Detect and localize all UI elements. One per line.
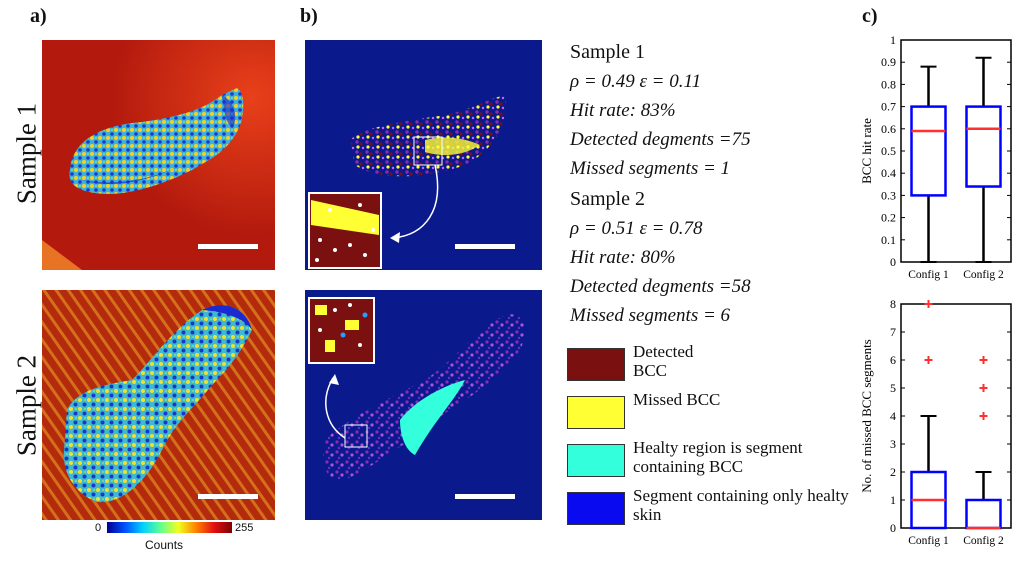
y-tick-label: 0.4: [881, 166, 896, 180]
colorbar-max: 255: [235, 522, 254, 534]
y-tick-label: 4: [890, 409, 896, 423]
sample-1-stats: Sample 1 ρ = 0.49 ε = 0.11 Hit rate: 83%…: [570, 38, 850, 183]
legend-swatch: [567, 396, 625, 429]
y-tick-label: 0.7: [881, 100, 896, 114]
category-label: Config 2: [963, 269, 1004, 281]
sample-1-stats-title: Sample 1: [570, 41, 645, 63]
sample-2-stats-title: Sample 2: [570, 188, 645, 210]
y-tick-label: 0.2: [881, 211, 896, 225]
y-tick-label: 1: [890, 493, 896, 507]
y-axis-label: No. of missed BCC segments: [859, 339, 874, 492]
panel-label-c: c): [862, 5, 878, 27]
colorbar-gradient: [107, 522, 232, 533]
category-label: Config 1: [908, 269, 949, 281]
y-tick-label: 6: [890, 353, 896, 367]
legend-item-missed: Missed BCC: [567, 390, 867, 438]
legend-swatch: [567, 348, 625, 381]
sample-2-stats: Sample 2 ρ = 0.51 ε = 0.78 Hit rate: 80%…: [570, 185, 850, 330]
scale-bar: [198, 494, 258, 499]
y-tick-label: 0.6: [881, 122, 896, 136]
legend-swatch: [567, 444, 625, 477]
scale-bar: [198, 244, 258, 249]
scale-bar: [455, 494, 515, 499]
y-axis-label: BCC hit rate: [859, 118, 874, 184]
row-label-sample-2: Sample 2: [11, 354, 42, 457]
y-tick-label: 5: [890, 381, 896, 395]
sample-2-hit-rate: Hit rate: 80%: [570, 247, 676, 268]
hit-rate-boxplot: 0 0.1 0.2 0.3 0.4 0.5 0.6 0.7 0.8 0.9 1 Config 1 Con…: [859, 33, 1012, 281]
category-label: Config 2: [963, 535, 1004, 547]
sample-2-missed: Missed segments = 6: [570, 305, 731, 326]
legend-label: Healty region is segment containing BCC: [633, 438, 803, 476]
y-tick-label: 8: [890, 297, 896, 311]
panel-label-a: a): [30, 5, 47, 27]
sample-2-detected: Detected degments =58: [570, 276, 751, 297]
y-tick-label: 0: [890, 521, 896, 535]
y-tick-label: 7: [890, 325, 896, 339]
y-tick-label: 0.1: [881, 233, 896, 247]
plot-frame: [900, 303, 1012, 529]
plot-frame: [900, 39, 1012, 263]
sample-2-segmentation-image: [305, 290, 542, 520]
sample-1-missed: Missed segments = 1: [570, 158, 731, 179]
category-label: Config 1: [908, 535, 949, 547]
colorbar: 0 255 Counts: [95, 522, 253, 562]
panel-label-b: b): [300, 5, 318, 27]
missed-segments-boxplot: 0 1 2 3 4 5 6 7 8 Config 1 Config 2 No. of missed B…: [859, 297, 1012, 547]
legend-label: Detected BCC: [633, 342, 694, 380]
sample-2-params: ρ = 0.51 ε = 0.78: [570, 218, 703, 239]
legend-item-healty-only: Segment containing only healty skin: [567, 486, 867, 534]
box: [910, 105, 947, 197]
sample-1-segmentation-image: [305, 40, 542, 270]
colorbar-min: 0: [95, 522, 102, 534]
sample-1-intensity-image: [42, 40, 275, 270]
sample-1-params: ρ = 0.49 ε = 0.11: [570, 71, 702, 92]
y-tick-label: 1: [890, 33, 896, 47]
y-tick-label: 3: [890, 437, 896, 451]
box: [965, 105, 1002, 188]
colorbar-label: Counts: [145, 538, 184, 552]
y-tick-label: 0.8: [881, 77, 896, 91]
sample-1-hit-rate: Hit rate: 83%: [570, 100, 676, 121]
sample-1-detected: Detected degments =75: [570, 129, 751, 150]
y-tick-label: 0.9: [881, 55, 896, 69]
box: [965, 498, 1002, 530]
y-tick-label: 0.3: [881, 188, 896, 202]
legend-item-healty-bcc: Healty region is segment containing BCC: [567, 438, 867, 486]
legend-label: Missed BCC: [633, 390, 721, 409]
y-tick-label: 2: [890, 465, 896, 479]
scale-bar: [455, 244, 515, 249]
legend-item-detected: Detected BCC: [567, 342, 867, 390]
sample-2-intensity-image: [42, 290, 275, 520]
y-tick-label: 0.5: [881, 144, 896, 158]
row-label-sample-1: Sample 1: [11, 102, 42, 205]
legend: Detected BCC Missed BCC Healty region is…: [567, 342, 867, 542]
legend-label: Segment containing only healty skin: [633, 486, 849, 524]
legend-swatch: [567, 492, 625, 525]
y-tick-label: 0: [890, 255, 896, 269]
